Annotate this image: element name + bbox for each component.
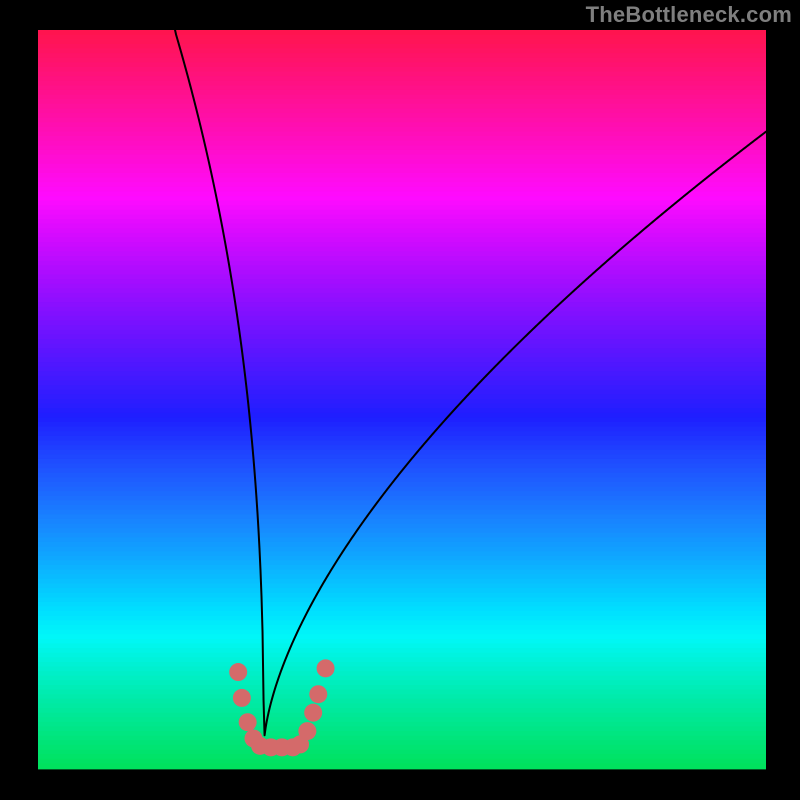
valley-nodule — [239, 713, 257, 731]
valley-nodule — [317, 659, 335, 677]
watermark-text: TheBottleneck.com — [586, 2, 792, 28]
valley-nodule — [229, 663, 247, 681]
valley-nodule — [298, 722, 316, 740]
valley-nodule — [304, 704, 322, 722]
bottleneck-curve-chart — [0, 0, 800, 800]
valley-nodule — [309, 685, 327, 703]
chart-stage: TheBottleneck.com — [0, 0, 800, 800]
valley-nodule — [233, 689, 251, 707]
gradient-fill — [38, 30, 766, 769]
